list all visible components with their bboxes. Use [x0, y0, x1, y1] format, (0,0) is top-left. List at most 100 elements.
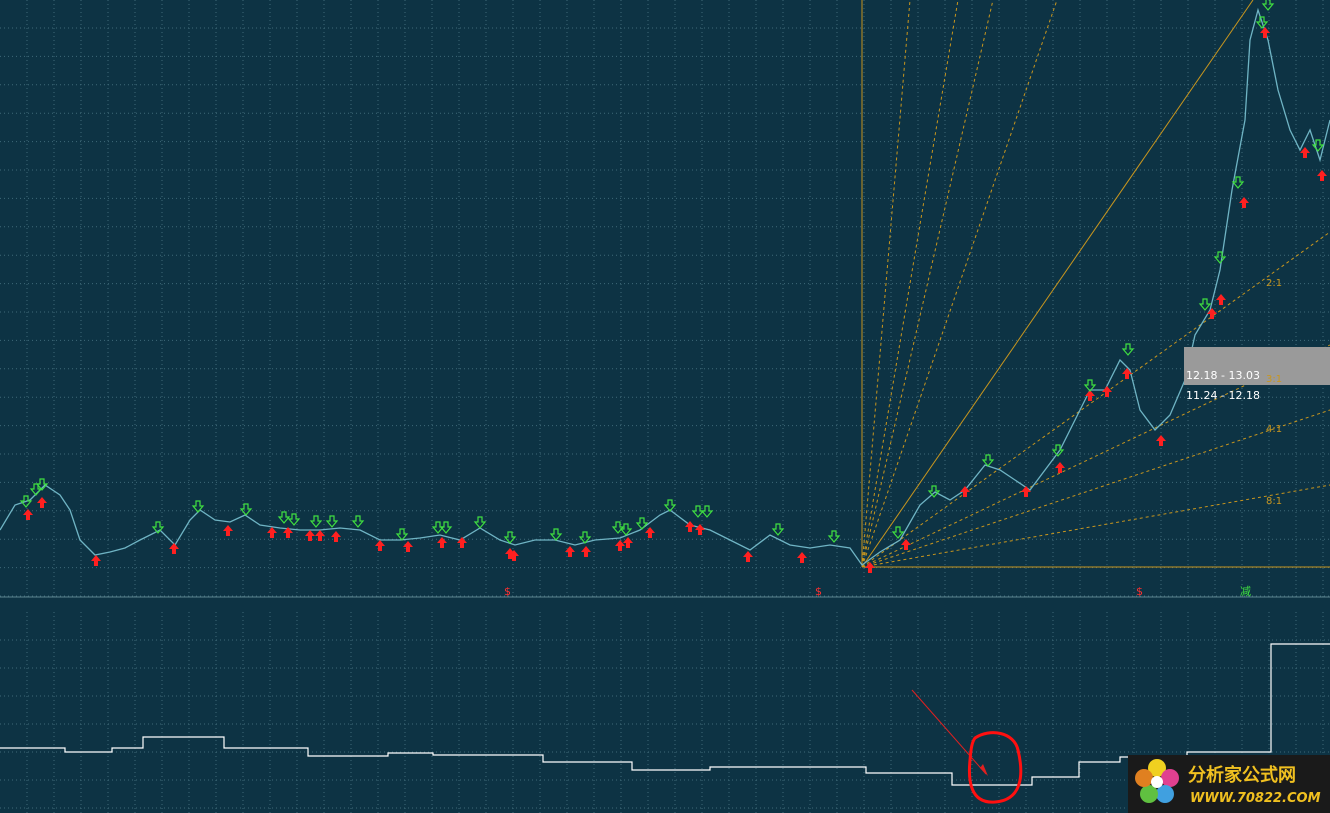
up-arrow — [743, 551, 753, 562]
up-arrow — [901, 539, 911, 550]
range-box — [1184, 347, 1330, 385]
fan-line — [861, 0, 1254, 568]
up-arrow — [331, 531, 341, 542]
up-arrow — [1085, 390, 1095, 401]
up-arrow — [797, 552, 807, 563]
up-arrow — [403, 541, 413, 552]
gann-fan — [861, 0, 1330, 568]
marker: $ — [815, 585, 822, 598]
range-label: 11.24 - 12.18 — [1186, 389, 1260, 402]
fan-label: 2:1 — [1266, 278, 1282, 289]
up-arrow — [865, 562, 875, 573]
down-arrow — [1255, 16, 1269, 29]
up-arrow — [615, 540, 625, 551]
up-arrow — [581, 546, 591, 557]
up-arrow — [623, 537, 633, 548]
marker: 减 — [1240, 585, 1251, 598]
up-arrow — [1055, 462, 1065, 473]
down-arrow — [578, 531, 592, 544]
down-arrow — [619, 523, 633, 536]
up-arrow — [91, 555, 101, 566]
down-arrow — [473, 516, 487, 529]
up-arrow — [645, 527, 655, 538]
up-arrow — [1102, 386, 1112, 397]
up-arrow — [1021, 486, 1031, 497]
down-arrow — [1261, 0, 1275, 11]
annotation-arrowhead — [980, 764, 988, 776]
annotation-arrow — [911, 689, 987, 775]
down-arrow — [981, 454, 995, 467]
watermark: 分析家公式网 WWW.70822.COM — [1128, 755, 1330, 813]
up-arrow — [1239, 197, 1249, 208]
range-label: 12.18 - 13.03 — [1186, 369, 1260, 382]
up-arrow — [283, 527, 293, 538]
up-arrow — [1207, 308, 1217, 319]
up-arrow — [1216, 294, 1226, 305]
down-arrow — [635, 517, 649, 530]
up-arrow — [37, 497, 47, 508]
down-arrow — [239, 503, 253, 516]
up-arrow — [223, 525, 233, 536]
indicator-line — [0, 643, 1330, 786]
down-arrow — [151, 521, 165, 534]
down-arrow — [309, 515, 323, 528]
down-arrow — [1083, 379, 1097, 392]
down-arrow — [1231, 176, 1245, 189]
up-arrow — [437, 537, 447, 548]
down-arrow — [1121, 343, 1135, 356]
up-arrow — [1300, 147, 1310, 158]
up-arrow — [1156, 435, 1166, 446]
down-arrow — [325, 515, 339, 528]
fan-label: 3:1 — [1266, 374, 1282, 385]
down-arrow — [691, 505, 705, 518]
watermark-title: 分析家公式网 — [1188, 764, 1296, 786]
down-arrow — [19, 495, 33, 508]
up-arrow — [505, 548, 515, 559]
annotation-circle — [967, 731, 1023, 804]
down-arrow — [35, 478, 49, 491]
up-arrow — [457, 537, 467, 548]
down-arrow — [700, 505, 714, 518]
down-arrow — [827, 530, 841, 543]
up-arrow — [169, 543, 179, 554]
down-arrow — [277, 511, 291, 524]
down-arrow — [1311, 139, 1325, 152]
down-arrow — [927, 485, 941, 498]
fan-dashed — [861, 0, 1330, 568]
down-arrow — [771, 523, 785, 536]
up-arrow — [685, 521, 695, 532]
logo-flower — [1135, 759, 1179, 803]
down-arrow — [395, 528, 409, 541]
down-arrow — [351, 515, 365, 528]
up-arrow — [267, 527, 277, 538]
up-arrow — [375, 540, 385, 551]
marker: $ — [1136, 585, 1143, 598]
down-arrow — [503, 531, 517, 544]
up-arrow — [565, 546, 575, 557]
down-arrow — [191, 500, 205, 513]
up-arrow — [960, 486, 970, 497]
up-arrow — [1260, 27, 1270, 38]
marker: $ — [504, 585, 511, 598]
up-arrow — [509, 550, 519, 561]
down-arrow — [663, 499, 677, 512]
up-arrow — [1317, 170, 1327, 181]
down-arrow — [439, 521, 453, 534]
fan-labels: 2:1 3:1 4:1 8:1 — [1266, 278, 1282, 507]
fan-label: 8:1 — [1266, 496, 1282, 507]
down-arrow — [891, 526, 905, 539]
down-arrow — [1198, 298, 1212, 311]
down-arrow — [431, 521, 445, 534]
up-arrow — [305, 530, 315, 541]
watermark-url: WWW.70822.COM — [1190, 791, 1321, 806]
down-arrow — [611, 521, 625, 534]
up-arrow — [695, 524, 705, 535]
signal-arrows — [19, 0, 1327, 573]
up-arrow — [23, 509, 33, 520]
up-arrow — [1122, 368, 1132, 379]
down-arrow — [1051, 444, 1065, 457]
up-arrow — [315, 530, 325, 541]
